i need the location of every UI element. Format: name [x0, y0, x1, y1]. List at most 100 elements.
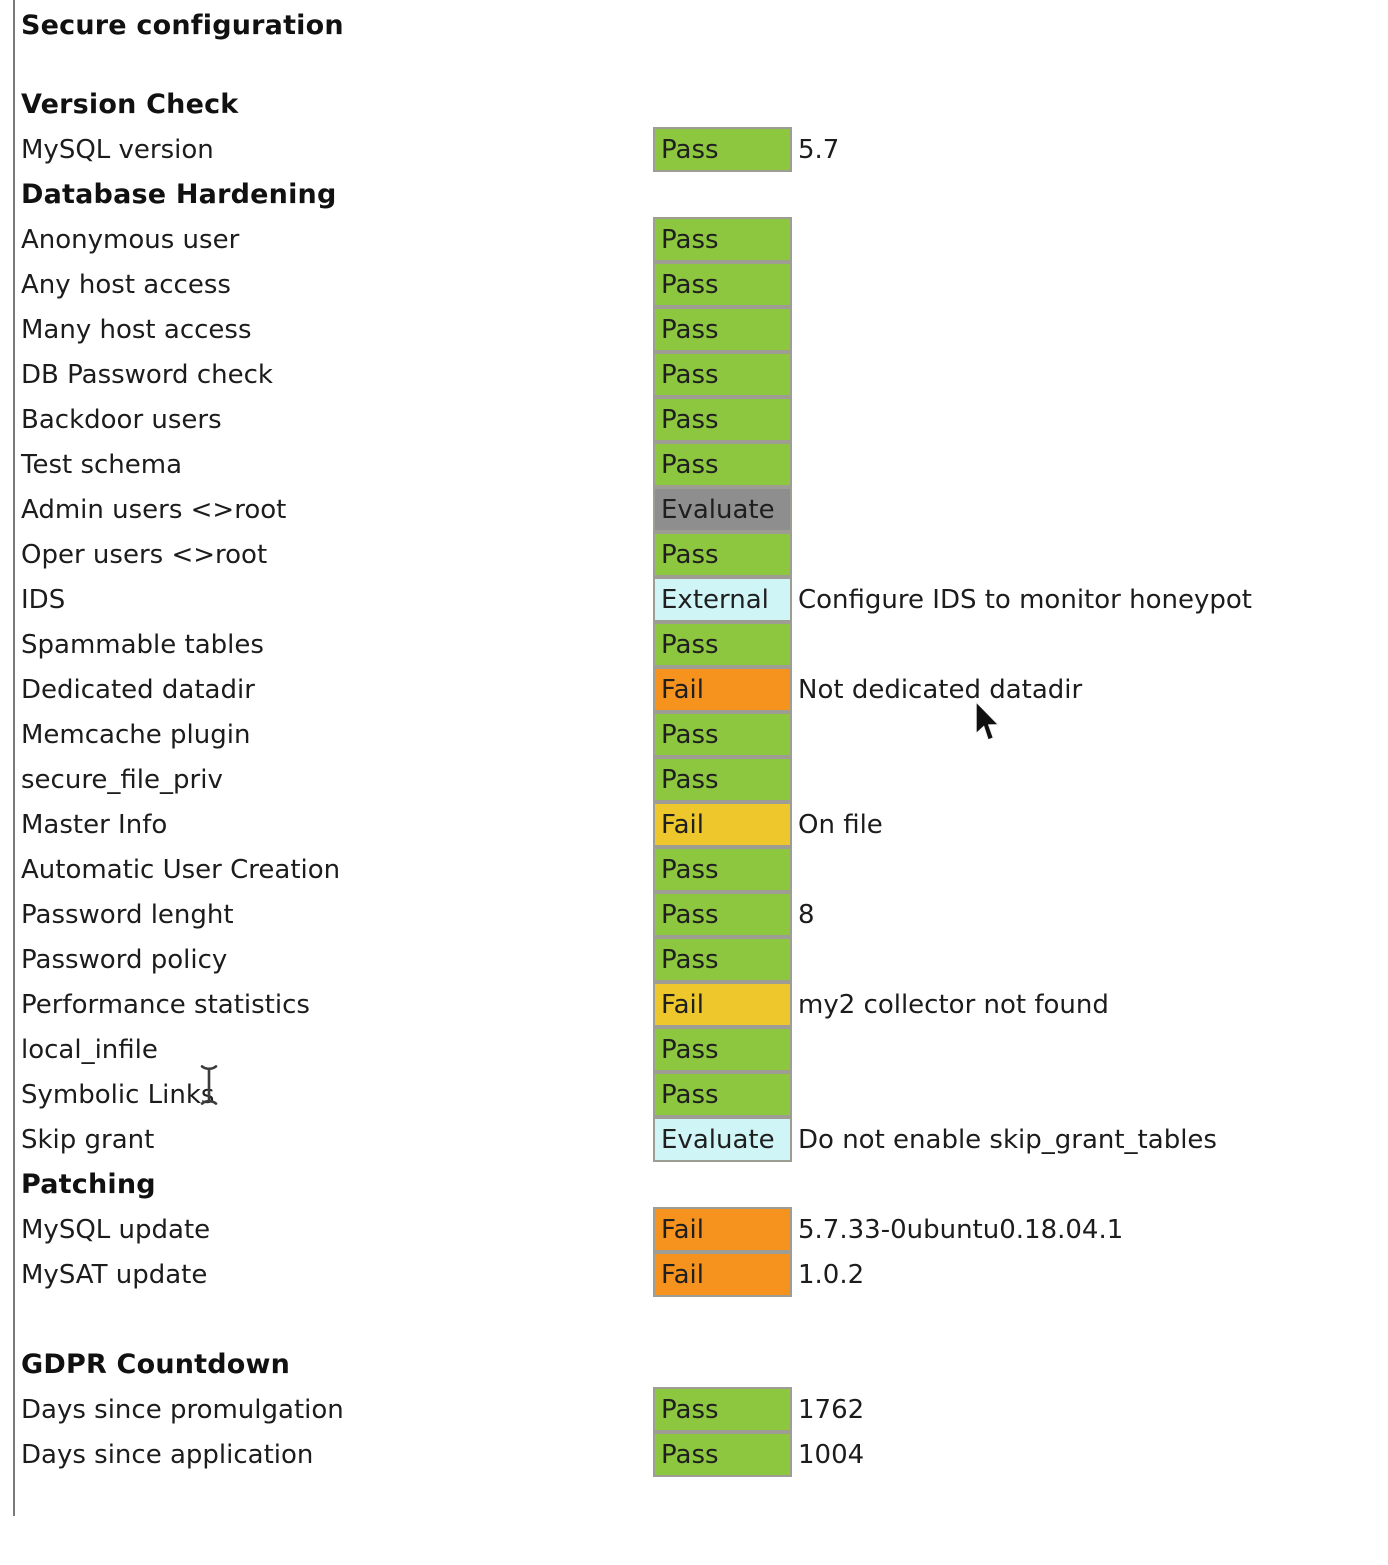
spacer-row [21, 1297, 1381, 1342]
check-row: Many host access Pass [21, 307, 1381, 352]
check-row: MySQL version Pass 5.7 [21, 127, 1381, 172]
check-row: Dedicated datadir Fail Not dedicated datad… [21, 667, 1381, 712]
status-badge: Pass [653, 127, 792, 172]
check-label: Test schema [21, 449, 183, 480]
status-badge: Pass [653, 1072, 792, 1117]
status-badge: Pass [653, 1387, 792, 1432]
check-label: Dedicated datadir [21, 674, 255, 705]
check-row: Automatic User Creation Pass [21, 847, 1381, 892]
status-note: 8 [798, 899, 815, 930]
check-row: Password policy Pass [21, 937, 1381, 982]
status-note: my2 collector not found [798, 989, 1109, 1020]
status-note: 5.7.33-0ubuntu0.18.04.1 [798, 1214, 1124, 1245]
check-label: Automatic User Creation [21, 854, 341, 885]
status-note: 1762 [798, 1394, 865, 1425]
status-badge: Evaluate [653, 1117, 792, 1162]
check-label: Master Info [21, 809, 168, 840]
status-badge: Pass [653, 712, 792, 757]
status-badge: Pass [653, 217, 792, 262]
check-row: secure_file_priv Pass [21, 757, 1381, 802]
check-row: Backdoor users Pass [21, 397, 1381, 442]
check-label: Anonymous user [21, 224, 240, 255]
i-beam-cursor-icon [200, 1065, 218, 1105]
check-label: secure_file_priv [21, 764, 223, 795]
check-row: Days since promulgation Pass 1762 [21, 1387, 1381, 1432]
mouse-arrow-cursor-icon [975, 701, 1000, 741]
status-badge: Fail [653, 1252, 792, 1297]
check-row: Spammable tables Pass [21, 622, 1381, 667]
check-row: MySQL update Fail 5.7.33-0ubuntu0.18.04.1 [21, 1207, 1381, 1252]
status-note: On file [798, 809, 883, 840]
status-badge: Pass [653, 757, 792, 802]
status-badge: Fail [653, 982, 792, 1027]
check-row: IDS External Configure IDS to monitor hone… [21, 577, 1381, 622]
check-row: Performance statistics Fail my2 collector … [21, 982, 1381, 1027]
status-badge: Pass [653, 847, 792, 892]
check-label: Performance statistics [21, 989, 310, 1020]
check-row: Anonymous user Pass [21, 217, 1381, 262]
status-badge: Pass [653, 622, 792, 667]
check-label: Symbolic Links [21, 1079, 215, 1110]
check-label: Admin users <>root [21, 494, 287, 525]
status-note: 1.0.2 [798, 1259, 865, 1290]
section-heading: Version Check [21, 89, 239, 120]
check-row: Test schema Pass [21, 442, 1381, 487]
check-label: Memcache plugin [21, 719, 251, 750]
page-title: Secure configuration [21, 10, 344, 41]
status-badge: Pass [653, 307, 792, 352]
status-badge: Pass [653, 397, 792, 442]
status-badge: Fail [653, 1207, 792, 1252]
check-label: DB Password check [21, 359, 273, 390]
check-label: Spammable tables [21, 629, 264, 660]
check-row: Oper users <>root Pass [21, 532, 1381, 577]
status-badge: Pass [653, 1432, 792, 1477]
section-heading: Database Hardening [21, 179, 337, 210]
check-label: Password lenght [21, 899, 234, 930]
status-badge: Pass [653, 1027, 792, 1072]
status-badge: Fail [653, 667, 792, 712]
status-badge: Pass [653, 442, 792, 487]
check-label: Days since application [21, 1439, 314, 1470]
check-label: Many host access [21, 314, 252, 345]
report-body: Version Check MySQL version Pass 5.7 Databas… [21, 82, 1381, 1477]
check-label: Password policy [21, 944, 228, 975]
check-label: MySQL update [21, 1214, 211, 1245]
check-label: MySAT update [21, 1259, 208, 1290]
check-row: DB Password check Pass [21, 352, 1381, 397]
check-label: IDS [21, 584, 66, 615]
check-row: Any host access Pass [21, 262, 1381, 307]
status-note: 1004 [798, 1439, 865, 1470]
status-badge: Pass [653, 937, 792, 982]
section-heading: Patching [21, 1169, 156, 1200]
status-note: 5.7 [798, 134, 840, 165]
check-label: local_infile [21, 1034, 158, 1065]
status-note: Configure IDS to monitor honeypot [798, 584, 1252, 615]
check-label: Oper users <>root [21, 539, 268, 570]
check-row: Days since application Pass 1004 [21, 1432, 1381, 1477]
check-row: Admin users <>root Evaluate [21, 487, 1381, 532]
check-label: Skip grant [21, 1124, 155, 1155]
section-heading: GDPR Countdown [21, 1349, 291, 1380]
check-row: local_infile Pass [21, 1027, 1381, 1072]
status-badge: Pass [653, 892, 792, 937]
check-label: MySQL version [21, 134, 214, 165]
check-row: Master Info Fail On file [21, 802, 1381, 847]
check-row: MySAT update Fail 1.0.2 [21, 1252, 1381, 1297]
status-note: Do not enable skip_grant_tables [798, 1124, 1217, 1155]
status-badge: Pass [653, 532, 792, 577]
check-row: Password lenght Pass 8 [21, 892, 1381, 937]
status-badge: Evaluate [653, 487, 792, 532]
check-label: Days since promulgation [21, 1394, 344, 1425]
status-badge: Pass [653, 352, 792, 397]
status-badge: Fail [653, 802, 792, 847]
check-row: Skip grant Evaluate Do not enable skip_gra… [21, 1117, 1381, 1162]
status-badge: Pass [653, 262, 792, 307]
check-row: Memcache plugin Pass [21, 712, 1381, 757]
status-note: Not dedicated datadir [798, 674, 1083, 705]
status-badge: External [653, 577, 792, 622]
check-row: Symbolic Links Pass [21, 1072, 1381, 1117]
security-report: Secure configuration Version Check MySQL … [21, 0, 1381, 1477]
check-label: Backdoor users [21, 404, 222, 435]
panel-left-border [13, 0, 15, 1516]
check-label: Any host access [21, 269, 231, 300]
